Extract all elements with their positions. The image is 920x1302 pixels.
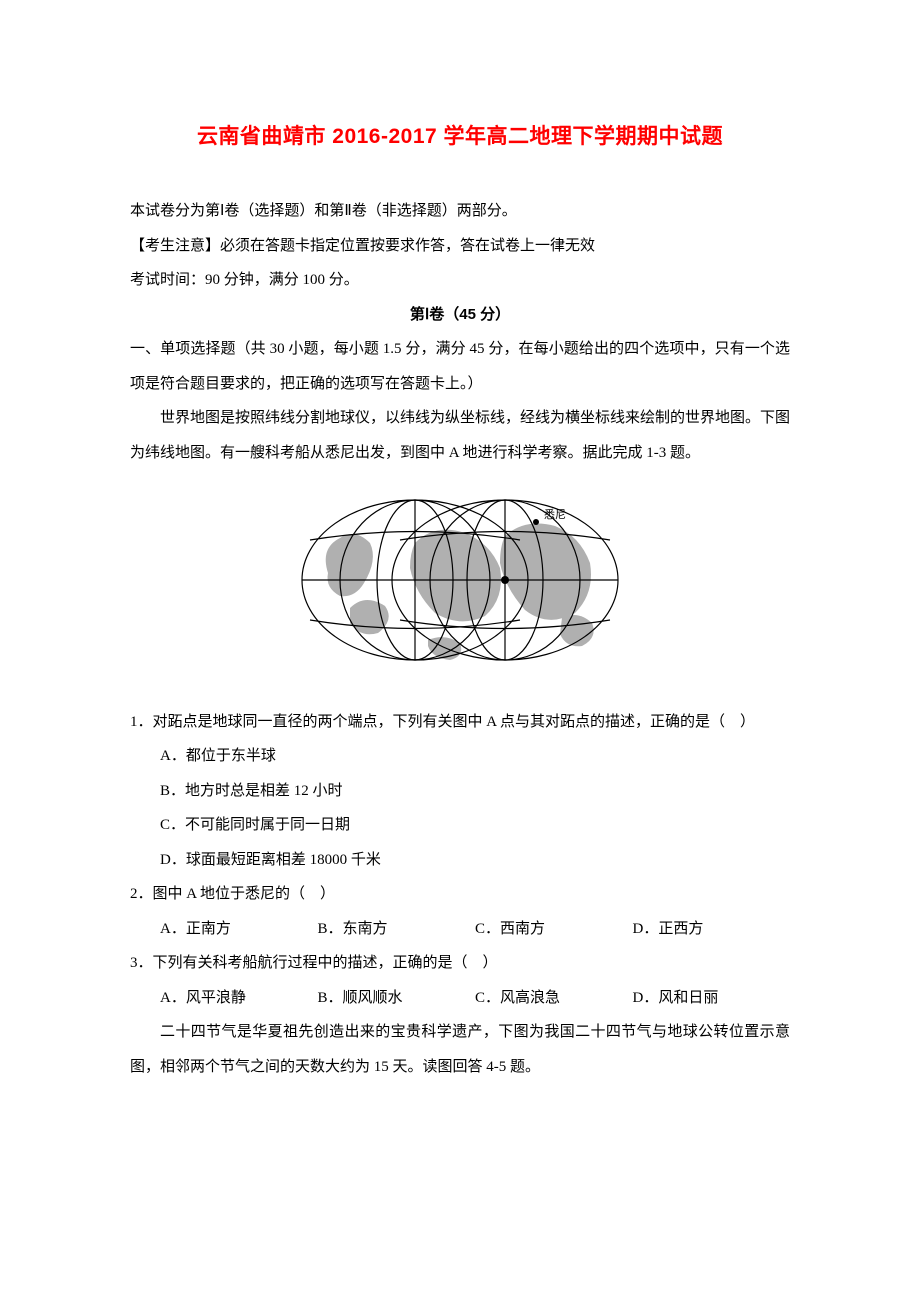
q1-option-a: A．都位于东半球 (130, 739, 790, 774)
q2-option-a: A．正南方 (160, 912, 318, 947)
sydney-marker-group: 悉尼 (533, 508, 566, 525)
q3-option-d: D．风和日丽 (633, 981, 791, 1016)
sydney-dot-icon (533, 519, 539, 525)
body-content: 本试卷分为第Ⅰ卷（选择题）和第Ⅱ卷（非选择题）两部分。 【考生注意】必须在答题卡… (130, 194, 790, 1084)
q1-stem: 1．对跖点是地球同一直径的两个端点，下列有关图中 A 点与其对跖点的描述，正确的… (130, 705, 790, 740)
world-map-figure: 悉尼 (130, 488, 790, 687)
q3-option-c: C．风高浪急 (475, 981, 633, 1016)
q1-option-b: B．地方时总是相差 12 小时 (130, 774, 790, 809)
q2-options-row: A．正南方 B．东南方 C．西南方 D．正西方 (130, 912, 790, 947)
q3-options-row: A．风平浪静 B．顺风顺水 C．风高浪急 D．风和日丽 (130, 981, 790, 1016)
q2-option-d: D．正西方 (633, 912, 791, 947)
landmass-group (326, 524, 594, 660)
intro-line-3: 考试时间：90 分钟，满分 100 分。 (130, 263, 790, 298)
q3-stem: 3．下列有关科考船航行过程中的描述，正确的是（ ） (130, 946, 790, 981)
q2-stem: 2．图中 A 地位于悉尼的（ ） (130, 877, 790, 912)
q3-option-b: B．顺风顺水 (318, 981, 476, 1016)
q2-option-c: C．西南方 (475, 912, 633, 947)
q3-option-a: A．风平浪静 (160, 981, 318, 1016)
q1-option-d: D．球面最短距离相差 18000 千米 (130, 843, 790, 878)
section-1-header: 第Ⅰ卷（45 分） (130, 298, 790, 333)
passage-2: 二十四节气是华夏祖先创造出来的宝贵科学遗产，下图为我国二十四节气与地球公转位置示… (130, 1015, 790, 1084)
intro-line-2: 【考生注意】必须在答题卡指定位置按要求作答，答在试卷上一律无效 (130, 229, 790, 264)
exam-page: 云南省曲靖市 2016-2017 学年高二地理下学期期中试题 本试卷分为第Ⅰ卷（… (0, 0, 920, 1302)
intro-line-1: 本试卷分为第Ⅰ卷（选择题）和第Ⅱ卷（非选择题）两部分。 (130, 194, 790, 229)
exam-title: 云南省曲靖市 2016-2017 学年高二地理下学期期中试题 (130, 120, 790, 150)
q2-option-b: B．东南方 (318, 912, 476, 947)
point-a-marker-group (501, 576, 509, 584)
world-map-svg: 悉尼 (300, 488, 620, 673)
point-a-dot-icon (501, 576, 509, 584)
section-1-instructions: 一、单项选择题（共 30 小题，每小题 1.5 分，满分 45 分，在每小题给出… (130, 332, 790, 401)
passage-1: 世界地图是按照纬线分割地球仪，以纬线为纵坐标线，经线为横坐标线来绘制的世界地图。… (130, 401, 790, 470)
sydney-label: 悉尼 (544, 508, 566, 521)
q1-option-c: C．不可能同时属于同一日期 (130, 808, 790, 843)
